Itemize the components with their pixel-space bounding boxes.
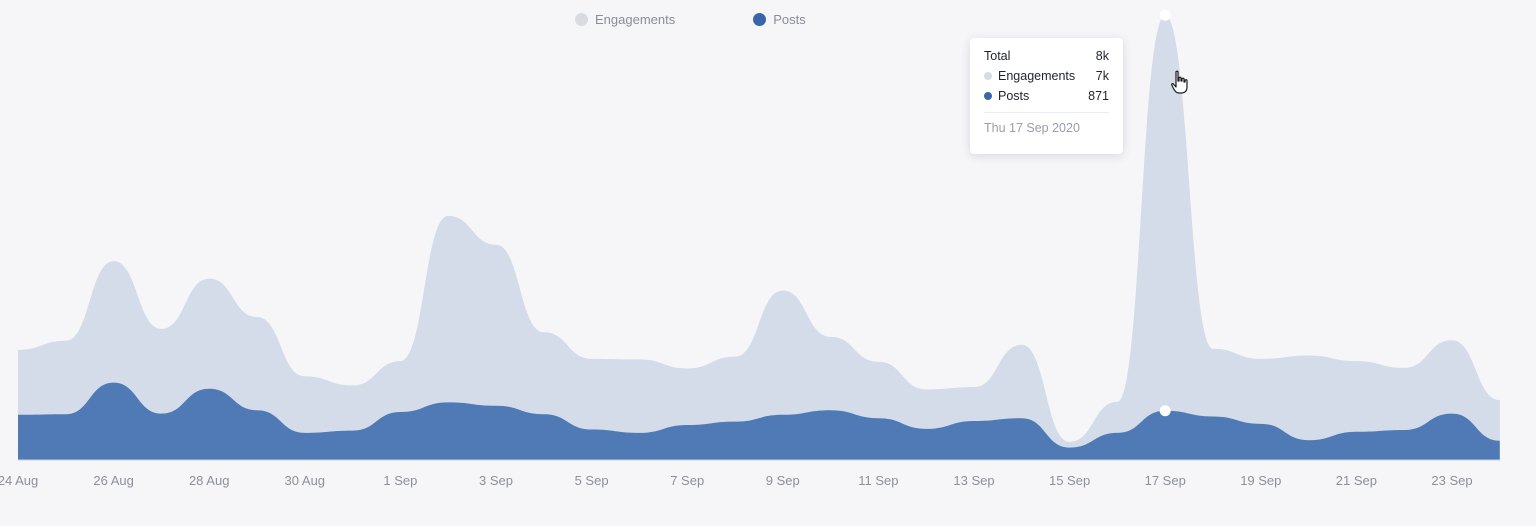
- area-layer: [18, 15, 1500, 460]
- x-tick-label: 3 Sep: [479, 473, 513, 488]
- x-tick-label: 9 Sep: [766, 473, 800, 488]
- tooltip-total-value: 8k: [1095, 49, 1109, 63]
- legend-swatch-posts: [753, 13, 767, 26]
- hover-marker-engagements[interactable]: [1159, 9, 1171, 21]
- hover-marker-posts[interactable]: [1159, 405, 1171, 417]
- x-tick-label: 28 Aug: [189, 473, 230, 488]
- x-tick-label: 24 Aug: [0, 473, 38, 488]
- x-tick-label: 30 Aug: [285, 473, 326, 488]
- x-tick-label: 17 Sep: [1145, 473, 1186, 488]
- tooltip-total-label: Total: [984, 49, 1011, 63]
- tooltip-posts-value: 871: [1088, 89, 1109, 103]
- x-tick-layer: 24 Aug 26 Aug 28 Aug 30 Aug 1 Sep 3 Sep 5 Sep 7…: [0, 473, 1473, 488]
- x-tick-label: 13 Sep: [953, 473, 994, 488]
- x-tick-label: 19 Sep: [1240, 473, 1281, 488]
- x-tick-label: 26 Aug: [93, 473, 134, 488]
- tooltip-divider: [984, 112, 1109, 113]
- legend-label-posts: Posts: [773, 12, 806, 27]
- x-tick-label: 15 Sep: [1049, 473, 1090, 488]
- tooltip-engagements-label: Engagements: [998, 69, 1076, 83]
- hand-cursor-icon: [1171, 70, 1188, 94]
- series-area-engagements: [18, 15, 1500, 460]
- x-tick-label: 7 Sep: [670, 473, 704, 488]
- tooltip-posts-dot: [984, 92, 992, 100]
- legend: Engagements Posts: [575, 12, 806, 27]
- x-tick-label: 23 Sep: [1431, 473, 1472, 488]
- legend-item-posts[interactable]: Posts: [753, 12, 806, 27]
- series-area-posts: [18, 382, 1500, 460]
- legend-item-engagements[interactable]: Engagements: [575, 12, 675, 27]
- tooltip-posts-row: Posts 871: [984, 86, 1109, 106]
- tooltip-engagements-value: 7k: [1095, 69, 1109, 83]
- tooltip-engagements-dot: [984, 72, 992, 80]
- hover-marker-layer: [1159, 9, 1171, 417]
- x-tick-label: 5 Sep: [575, 473, 609, 488]
- tooltip-posts-label: Posts: [998, 89, 1030, 103]
- x-tick-label: 1 Sep: [383, 473, 417, 488]
- tooltip-total-row: Total 8k: [984, 46, 1109, 66]
- chart-tooltip: Total 8k Engagements 7k Posts 871 Thu 17…: [970, 38, 1123, 154]
- tooltip-engagements-row: Engagements 7k: [984, 66, 1109, 86]
- tooltip-date: Thu 17 Sep 2020: [984, 121, 1080, 135]
- x-tick-label: 21 Sep: [1336, 473, 1377, 488]
- x-tick-label: 11 Sep: [858, 473, 898, 488]
- legend-swatch-engagements: [575, 13, 588, 26]
- legend-label-engagements: Engagements: [595, 12, 676, 27]
